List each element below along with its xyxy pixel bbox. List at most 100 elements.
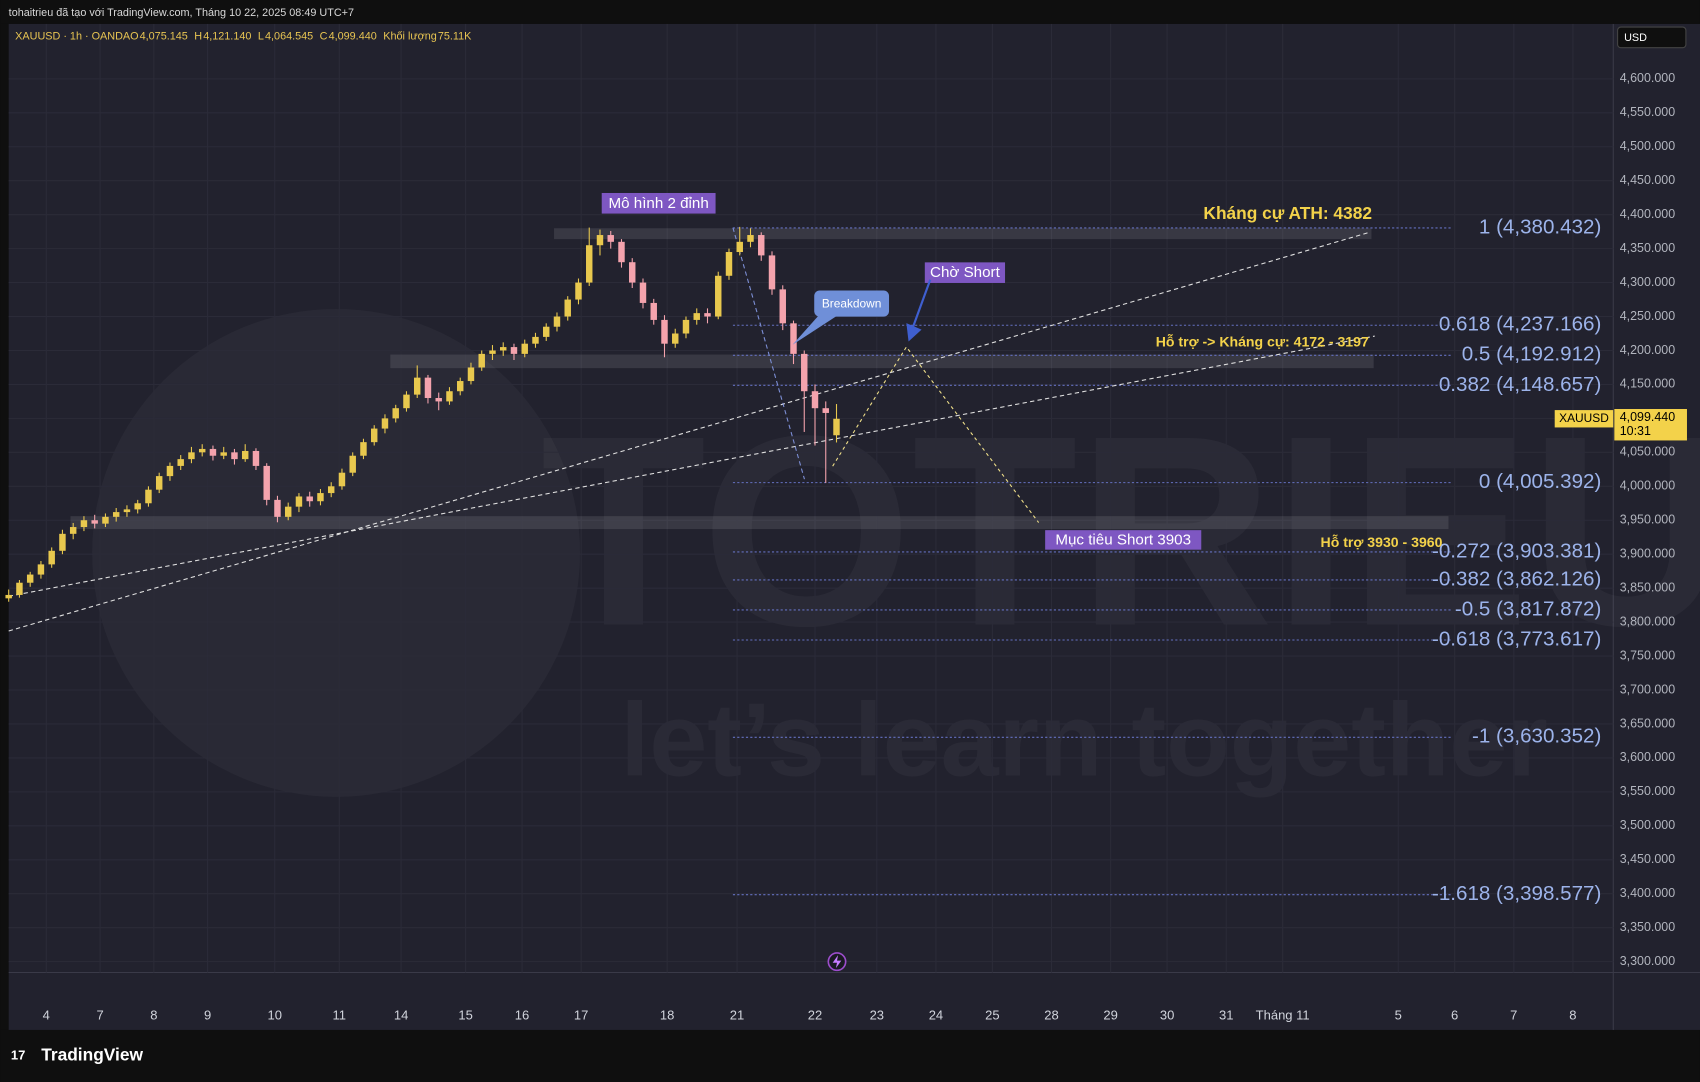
candle-body <box>801 353 808 392</box>
x-tick-label: 7 <box>1510 1007 1517 1022</box>
x-tick-label: 23 <box>870 1007 884 1022</box>
candle-body <box>112 512 120 517</box>
x-tick-label: 22 <box>808 1007 822 1022</box>
trendline <box>8 335 1375 597</box>
fib-label: -0.382 (3,862.126) <box>1432 567 1601 590</box>
x-tick-label: 28 <box>1044 1007 1058 1022</box>
y-tick-label: 4,400.000 <box>1620 207 1675 221</box>
fibonacci: 1 (4,380.432) 0.618 (4,237.166) 0.5 (4,192… <box>732 215 1601 905</box>
legend-key: L <box>258 31 264 43</box>
candle-body <box>596 235 604 246</box>
fib-label: -1.618 (3,398.577) <box>1432 882 1601 905</box>
y-tick-label: 4,150.000 <box>1620 377 1675 391</box>
candle-body <box>736 241 743 253</box>
candle-body <box>618 241 625 263</box>
candle-body <box>252 450 260 466</box>
arrow <box>911 279 932 328</box>
axes: 3,300.000 3,350.000 3,400.000 3,450.000 3,50… <box>43 71 1687 1022</box>
candle-body <box>306 496 313 502</box>
candle-body <box>693 313 700 320</box>
x-tick-label: Tháng 11 <box>1256 1007 1310 1022</box>
y-tick-label: 3,700.000 <box>1620 682 1675 696</box>
fib-label: -0.618 (3,773.617) <box>1432 627 1601 650</box>
legend-value: 4,099.440 <box>329 31 377 43</box>
x-tick-label: 8 <box>150 1007 157 1022</box>
x-tick-label: 24 <box>929 1007 943 1022</box>
price-axis-background <box>1613 23 1700 1030</box>
x-tick-label: 29 <box>1103 1007 1117 1022</box>
last-price-label: 4,099.440 <box>1620 410 1675 424</box>
candle-body <box>833 418 840 436</box>
annotation: Mục tiêu Short 3903 <box>1055 531 1191 548</box>
candle-body <box>241 450 249 460</box>
legend-value: 4,075.145 <box>140 31 188 43</box>
y-tick-label: 3,850.000 <box>1620 580 1675 594</box>
x-tick-label: 14 <box>394 1007 408 1022</box>
candle-body <box>564 299 571 317</box>
y-tick-label: 4,200.000 <box>1620 343 1675 357</box>
candle-body <box>661 319 668 344</box>
x-tick-label: 11 <box>333 1007 346 1022</box>
label-box <box>1045 530 1202 550</box>
zone <box>390 354 1374 369</box>
candle-body <box>715 275 722 317</box>
y-tick-label: 4,450.000 <box>1620 173 1675 187</box>
candle-body <box>543 326 550 337</box>
candle-body <box>811 391 819 409</box>
candle-body <box>456 381 464 392</box>
projection-path <box>832 345 1040 523</box>
x-tick-label: 10 <box>268 1007 282 1022</box>
y-tick-label: 3,450.000 <box>1620 852 1675 866</box>
legend-value: 4,064.545 <box>265 31 313 43</box>
drawings <box>8 227 1375 632</box>
countdown: 10:31 <box>1620 424 1651 438</box>
y-tick-label: 4,050.000 <box>1620 445 1675 459</box>
candle-body <box>155 476 163 490</box>
annotation: Kháng cự ATH: 4382 <box>1203 203 1372 223</box>
x-tick-label: 6 <box>1451 1007 1458 1022</box>
candle-body <box>360 442 367 456</box>
y-tick-label: 3,400.000 <box>1620 886 1675 900</box>
candle-body <box>586 245 593 283</box>
candle-body <box>91 520 98 524</box>
watermark-tagline: let’s learn together <box>621 683 1548 799</box>
candle-body <box>639 282 647 303</box>
candle-body <box>209 448 217 456</box>
annotation: Chờ Short <box>930 264 1001 281</box>
candle-body <box>198 448 206 453</box>
candle-body <box>274 499 281 517</box>
x-tick-label: 17 <box>574 1007 588 1022</box>
candle-body <box>607 235 614 242</box>
x-tick-label: 7 <box>96 1007 103 1022</box>
candle-body <box>80 520 88 528</box>
y-tick-label: 4,550.000 <box>1620 105 1675 119</box>
x-tick-label: 4 <box>43 1007 50 1022</box>
footer <box>0 1029 1700 1082</box>
x-tick-label: 25 <box>985 1007 999 1022</box>
x-tick-label: 16 <box>515 1007 529 1022</box>
y-tick-label: 4,000.000 <box>1620 479 1675 493</box>
legend-value: 4,121.140 <box>203 31 251 43</box>
callout-pointer <box>792 314 840 345</box>
x-tick-label: 5 <box>1395 1007 1402 1022</box>
x-tick-label: 9 <box>204 1007 211 1022</box>
candle-body <box>392 408 399 419</box>
x-tick-label: 18 <box>660 1007 674 1022</box>
legend-symbol: XAUUSD · 1h · OANDA <box>15 31 131 43</box>
legend-key: O <box>130 31 138 43</box>
fib-label: -0.272 (3,903.381) <box>1432 539 1601 562</box>
candle-body <box>381 418 389 429</box>
candle-body <box>349 455 356 473</box>
candle-body <box>790 323 797 354</box>
currency-box[interactable] <box>1617 26 1687 49</box>
candle-body <box>435 398 442 402</box>
candle-body <box>338 472 346 487</box>
annotations: Mô hình 2 đỉnh Breakdown Chờ Short Kháng… <box>601 192 1443 972</box>
candle-body <box>166 465 174 477</box>
fib-label: 0 (4,005.392) <box>1479 470 1601 493</box>
candle-body <box>672 333 679 344</box>
candle-body <box>231 452 238 460</box>
y-tick-label: 3,950.000 <box>1620 513 1675 527</box>
candle-body <box>102 516 109 524</box>
